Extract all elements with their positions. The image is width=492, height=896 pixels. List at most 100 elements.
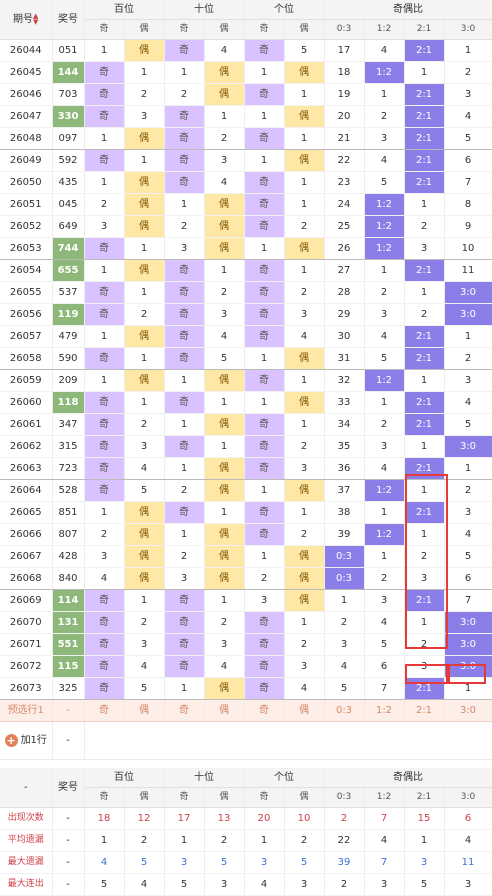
prediction-row[interactable]: 预选行1 - 奇 偶 奇 偶 奇 偶 0:3 1:2 2:1 3:0 <box>0 699 492 722</box>
ratio-1-2-cell: 1 <box>364 501 405 524</box>
pred-tens-even[interactable]: 偶 <box>204 699 245 722</box>
ones-odd-cell: 奇 <box>244 83 285 106</box>
ratio-2-1-cell: 1 <box>404 281 445 304</box>
ratio-3-0-cell: 3:0 <box>444 435 492 458</box>
prize-number-cell: 118 <box>52 391 85 414</box>
stats-hundreds-odd: 奇 <box>84 787 125 808</box>
ones-even-cell: 2 <box>284 281 325 304</box>
prize-number-cell: 045 <box>52 193 85 216</box>
table-row: 26070 131 奇 2 奇 2 奇 1 2 4 1 3:0 <box>0 611 492 634</box>
hundreds-odd-cell: 奇 <box>84 391 125 414</box>
prize-number-cell: 807 <box>52 523 85 546</box>
table-row: 26053 744 奇 1 3 偶 1 偶 26 1:2 3 10 <box>0 237 492 260</box>
tens-odd-cell: 2 <box>164 479 205 502</box>
ones-odd-cell: 奇 <box>244 655 285 678</box>
table-row: 26046 703 奇 2 2 偶奇 1 19 1 2:1 3 <box>0 83 492 106</box>
pred-ones-even[interactable]: 偶 <box>284 699 325 722</box>
issue-cell: 26071 <box>0 633 53 656</box>
ratio-1-2-cell: 3 <box>364 127 405 150</box>
ones-even-header: 偶 <box>284 19 325 40</box>
prize-number-cell: 723 <box>52 457 85 480</box>
ratio-0-3-cell: 2 <box>324 611 365 634</box>
ones-odd-cell: 奇 <box>244 611 285 634</box>
pred-tens-odd[interactable]: 奇 <box>164 699 205 722</box>
stats-hundreds-even: 偶 <box>124 787 165 808</box>
issue-cell: 26056 <box>0 303 53 326</box>
issue-cell: 26057 <box>0 325 53 348</box>
prize-number-cell: 115 <box>52 655 85 678</box>
prize-number-cell: 537 <box>52 281 85 304</box>
hundreds-even-cell: 5 <box>124 677 165 700</box>
stats-row-label: 最大连出 <box>0 873 53 896</box>
hundreds-even-cell: 1 <box>124 61 165 84</box>
prize-number-cell: 840 <box>52 567 85 590</box>
tens-odd-cell: 1 <box>164 457 205 480</box>
stats-value-cell: 3 <box>284 873 325 896</box>
ones-odd-cell: 1 <box>244 347 285 370</box>
tens-odd-cell: 奇 <box>164 325 205 348</box>
hundreds-odd-cell: 2 <box>84 193 125 216</box>
hundreds-even-cell: 1 <box>124 391 165 414</box>
add-row-button[interactable]: + 加1行 <box>0 721 53 760</box>
hundreds-odd-cell: 3 <box>84 215 125 238</box>
stats-value-cell: 1 <box>84 829 125 852</box>
table-row: 26050 435 1 偶奇 4 奇 1 23 5 2:1 7 <box>0 171 492 194</box>
hundreds-odd-cell: 4 <box>84 567 125 590</box>
ratio-1-2-cell: 4 <box>364 611 405 634</box>
stats-value-cell: 1 <box>244 829 285 852</box>
issue-cell: 26072 <box>0 655 53 678</box>
tens-even-cell: 1 <box>204 589 245 612</box>
stats-value-cell: 3 <box>444 873 492 896</box>
ones-odd-header: 奇 <box>244 19 285 40</box>
tens-odd-cell: 1 <box>164 677 205 700</box>
prize-number-cell: 325 <box>52 677 85 700</box>
table-row: 26052 649 3 偶 2 偶奇 2 25 1:2 2 9 <box>0 215 492 238</box>
ratio-3-0-cell: 1 <box>444 40 492 62</box>
plus-icon[interactable]: + <box>4 733 18 747</box>
ratio-3-0-cell: 5 <box>444 413 492 436</box>
stats-row: 最大连出 -5 4 5 3 4 3 2 3 5 3 <box>0 873 492 896</box>
tens-odd-cell: 奇 <box>164 611 205 634</box>
ratio-3-0-cell: 2 <box>444 347 492 370</box>
pred-hundreds-odd[interactable]: 奇 <box>84 699 125 722</box>
ones-even-cell: 2 <box>284 523 325 546</box>
ones-even-cell: 1 <box>284 413 325 436</box>
ratio-2-1-cell: 2:1 <box>404 677 445 700</box>
ratio-3-0-cell: 3:0 <box>444 281 492 304</box>
tens-odd-cell: 奇 <box>164 347 205 370</box>
pred-ratio-1-2[interactable]: 1:2 <box>364 699 405 722</box>
tens-odd-cell: 1 <box>164 369 205 392</box>
stats-value-cell: 4 <box>244 873 285 896</box>
pred-ones-odd[interactable]: 奇 <box>244 699 285 722</box>
issue-header-sort[interactable]: 期号▲ ▼ <box>0 0 53 40</box>
statistics-table: - 奖号 百位 十位 个位 奇偶比 奇 偶 奇 偶 奇 偶 0:3 1:2 2:… <box>0 768 492 896</box>
stats-dash-header: - <box>0 768 53 808</box>
tens-odd-cell: 奇 <box>164 40 205 62</box>
table-row: 26064 528 奇 5 2 偶 1 偶 37 1:2 1 2 <box>0 479 492 502</box>
ones-odd-cell: 2 <box>244 567 285 590</box>
ones-odd-cell: 1 <box>244 149 285 172</box>
issue-cell: 26069 <box>0 589 53 612</box>
ones-even-cell: 1 <box>284 127 325 150</box>
pred-ratio-3-0[interactable]: 3:0 <box>444 699 492 722</box>
pred-ratio-0-3[interactable]: 0:3 <box>324 699 365 722</box>
ratio-2-1-cell: 2 <box>404 303 445 326</box>
ratio-3-0-cell: 3 <box>444 83 492 106</box>
ratio-3-0-cell: 1 <box>444 677 492 700</box>
pred-hundreds-even[interactable]: 偶 <box>124 699 165 722</box>
hundreds-even-cell: 偶 <box>124 40 165 62</box>
tens-even-cell: 4 <box>204 171 245 194</box>
ratio-2-1-cell: 2 <box>404 545 445 568</box>
tens-even-cell: 5 <box>204 347 245 370</box>
ones-odd-cell: 奇 <box>244 501 285 524</box>
ratio-3-0-cell: 2 <box>444 479 492 502</box>
hundreds-odd-cell: 1 <box>84 259 125 282</box>
stats-value-cell: 3 <box>204 873 245 896</box>
stats-value-cell: 2 <box>284 829 325 852</box>
sort-arrows-icon[interactable]: ▲ ▼ <box>33 12 39 26</box>
ratio-2-1-cell: 1 <box>404 611 445 634</box>
stats-value-cell: 3 <box>404 851 445 874</box>
prediction-num: - <box>52 699 85 722</box>
pred-ratio-2-1[interactable]: 2:1 <box>404 699 445 722</box>
ratio-3-0-cell: 6 <box>444 149 492 172</box>
